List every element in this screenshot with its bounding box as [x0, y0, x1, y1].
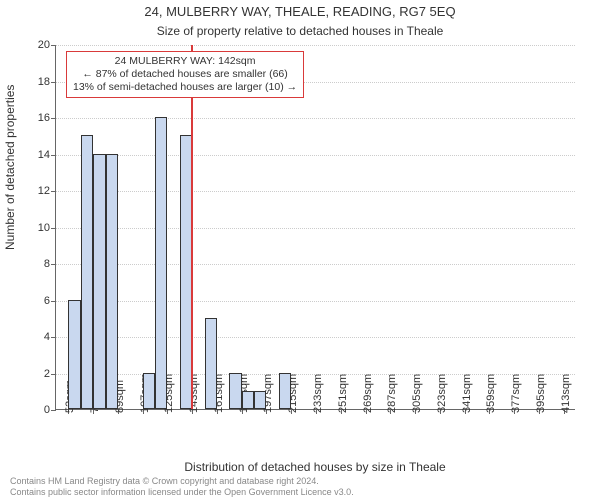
- y-tick-label: 14: [38, 149, 50, 161]
- annotation-line: ← 87% of detached houses are smaller (66…: [73, 68, 297, 81]
- y-gridline: [56, 264, 575, 265]
- y-tick-label: 8: [44, 258, 50, 270]
- x-axis-label: Distribution of detached houses by size …: [55, 460, 575, 474]
- y-gridline: [56, 155, 575, 156]
- y-gridline: [56, 45, 575, 46]
- y-tick-label: 2: [44, 368, 50, 380]
- y-tick-mark: [51, 337, 56, 338]
- x-tick-label: 377sqm: [510, 374, 522, 413]
- y-tick-mark: [51, 45, 56, 46]
- x-tick-label: 287sqm: [386, 374, 398, 413]
- property-marker-line: [191, 45, 193, 409]
- y-tick-mark: [51, 410, 56, 411]
- x-tick-label: 395sqm: [535, 374, 547, 413]
- x-tick-label: 233sqm: [312, 374, 324, 413]
- y-tick-mark: [51, 82, 56, 83]
- x-tick-label: 305sqm: [411, 374, 423, 413]
- chart-footer: Contains HM Land Registry data © Crown c…: [10, 476, 354, 499]
- histogram-bar: [68, 300, 80, 410]
- footer-line-2: Contains public sector information licen…: [10, 487, 354, 498]
- histogram-bar: [205, 318, 217, 409]
- y-gridline: [56, 228, 575, 229]
- histogram-bar: [279, 373, 291, 410]
- y-tick-label: 18: [38, 76, 50, 88]
- chart-title-main: 24, MULBERRY WAY, THEALE, READING, RG7 5…: [0, 4, 600, 19]
- x-tick-label: 251sqm: [337, 374, 349, 413]
- plot-area: 0246810121416182053sqm71sqm89sqm107sqm12…: [55, 45, 575, 410]
- y-axis-label: Number of detached properties: [3, 85, 17, 250]
- y-tick-label: 10: [38, 222, 50, 234]
- y-gridline: [56, 191, 575, 192]
- x-tick-label: 323sqm: [436, 374, 448, 413]
- y-gridline: [56, 337, 575, 338]
- y-tick-mark: [51, 118, 56, 119]
- histogram-bar: [93, 154, 105, 410]
- histogram-bar: [143, 373, 155, 410]
- histogram-bar: [254, 391, 266, 409]
- histogram-bar: [242, 391, 254, 409]
- annotation-line: 24 MULBERRY WAY: 142sqm: [73, 55, 297, 68]
- property-size-chart: 24, MULBERRY WAY, THEALE, READING, RG7 5…: [0, 0, 600, 500]
- annotation-box: 24 MULBERRY WAY: 142sqm← 87% of detached…: [66, 51, 304, 98]
- x-tick-label: 359sqm: [485, 374, 497, 413]
- histogram-bar: [229, 373, 241, 410]
- y-tick-mark: [51, 191, 56, 192]
- y-gridline: [56, 118, 575, 119]
- y-tick-label: 0: [44, 404, 50, 416]
- y-tick-label: 4: [44, 331, 50, 343]
- y-tick-mark: [51, 374, 56, 375]
- y-tick-mark: [51, 264, 56, 265]
- chart-title-sub: Size of property relative to detached ho…: [0, 24, 600, 38]
- x-tick-label: 269sqm: [362, 374, 374, 413]
- x-tick-label: 341sqm: [461, 374, 473, 413]
- histogram-bar: [106, 154, 118, 410]
- y-tick-label: 20: [38, 39, 50, 51]
- y-tick-mark: [51, 301, 56, 302]
- histogram-bar: [155, 117, 167, 409]
- y-gridline: [56, 301, 575, 302]
- y-tick-mark: [51, 228, 56, 229]
- footer-line-1: Contains HM Land Registry data © Crown c…: [10, 476, 354, 487]
- x-tick-label: 413sqm: [560, 374, 572, 413]
- y-tick-mark: [51, 155, 56, 156]
- histogram-bar: [81, 135, 93, 409]
- y-tick-label: 12: [38, 185, 50, 197]
- y-tick-label: 6: [44, 295, 50, 307]
- annotation-line: 13% of semi-detached houses are larger (…: [73, 81, 297, 94]
- y-tick-label: 16: [38, 112, 50, 124]
